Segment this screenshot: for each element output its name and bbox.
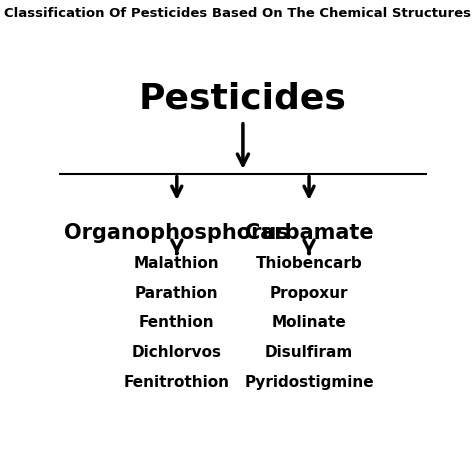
Text: Fenthion: Fenthion xyxy=(139,316,215,330)
Text: Pyrethone: Pyrethone xyxy=(468,223,474,243)
Text: Fenitrothion: Fenitrothion xyxy=(124,375,230,390)
Text: Molinate: Molinate xyxy=(272,316,346,330)
Text: Parathion: Parathion xyxy=(135,285,219,301)
Text: Organochlorine: Organochlorine xyxy=(0,223,47,243)
Text: Carbamate: Carbamate xyxy=(245,223,374,243)
Text: Dichlorvos: Dichlorvos xyxy=(132,346,222,360)
Text: Pyridostigmine: Pyridostigmine xyxy=(244,375,374,390)
Text: Organophosphorus: Organophosphorus xyxy=(64,223,289,243)
Text: Disulfiram: Disulfiram xyxy=(265,346,353,360)
Text: Pesticides: Pesticides xyxy=(139,82,347,116)
Text: Propoxur: Propoxur xyxy=(270,285,348,301)
Text: Classification Of Pesticides Based On The Chemical Structures: Classification Of Pesticides Based On Th… xyxy=(3,7,471,20)
Text: Thiobencarb: Thiobencarb xyxy=(255,255,363,271)
Text: Malathion: Malathion xyxy=(134,255,219,271)
